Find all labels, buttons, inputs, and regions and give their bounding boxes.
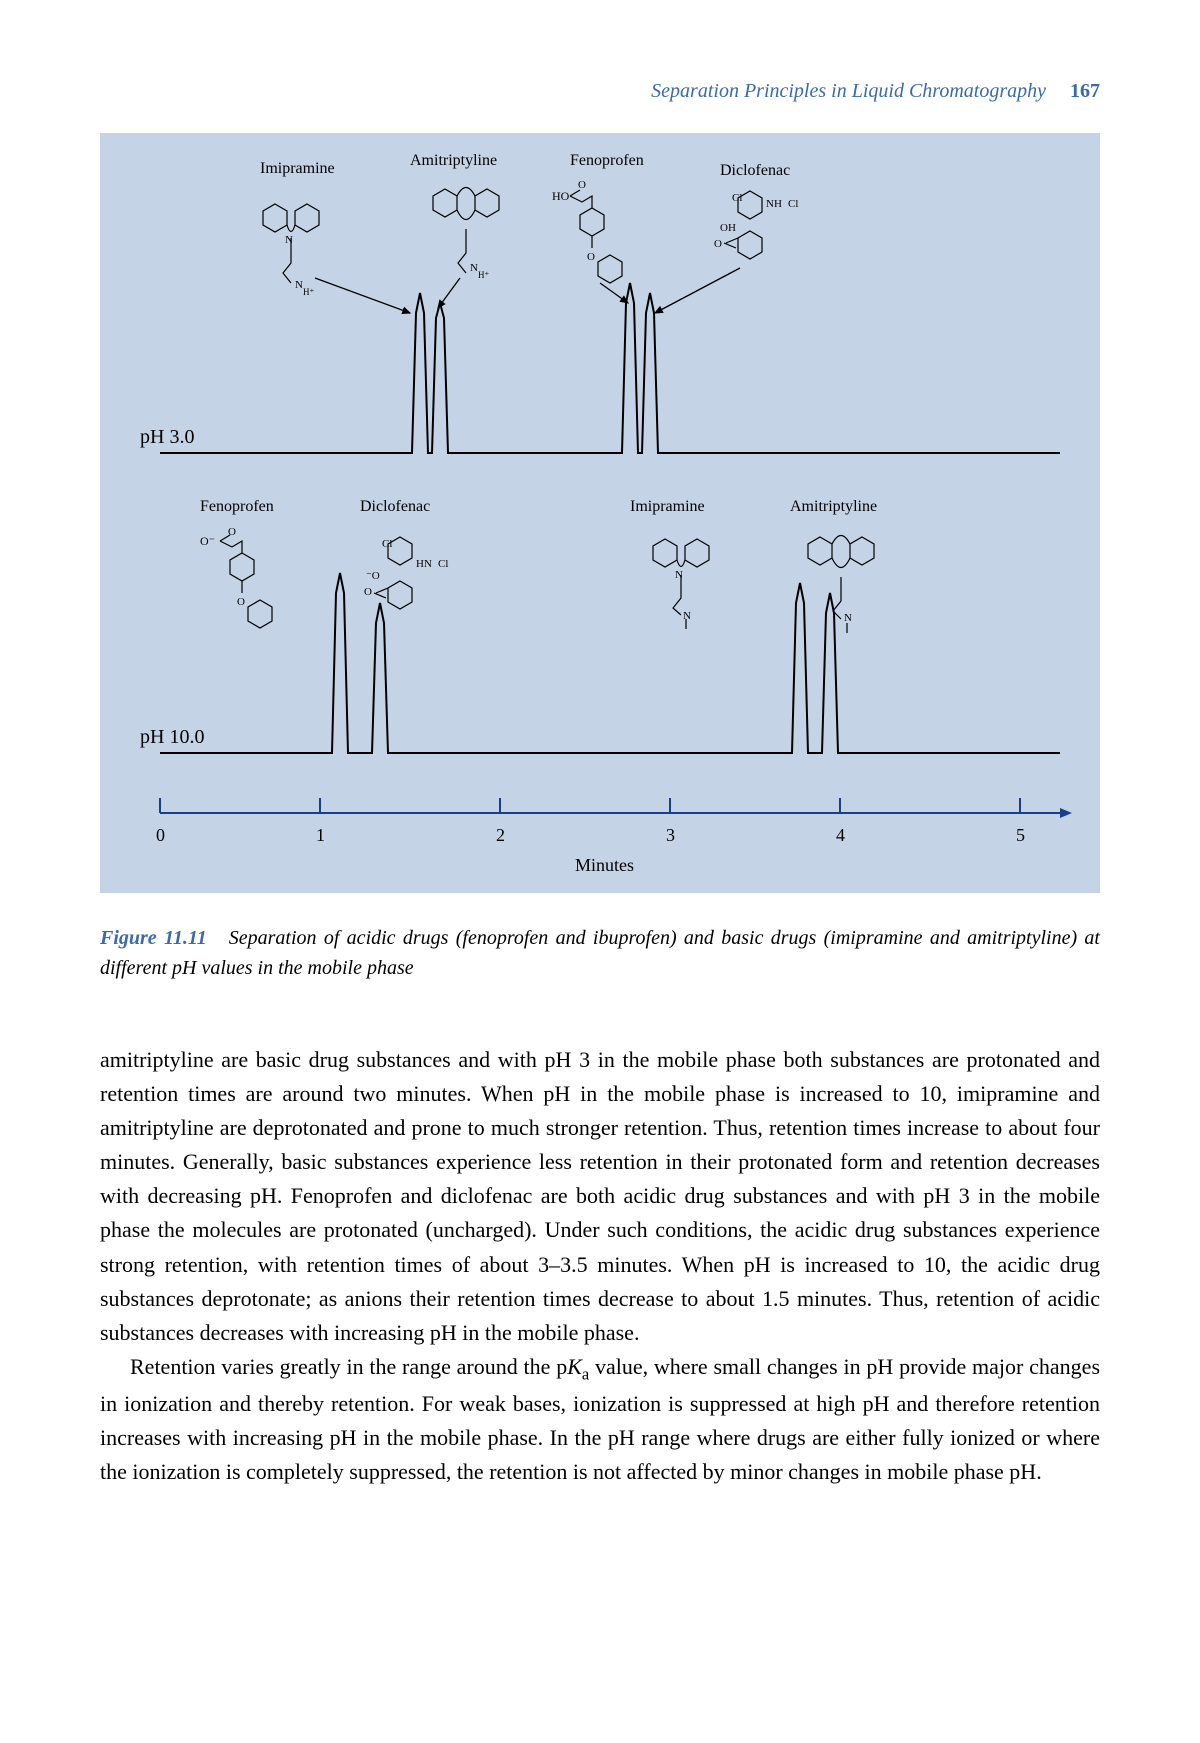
- svg-text:H⁺: H⁺: [478, 270, 489, 280]
- arrow-amitriptyline-top: [438, 278, 460, 308]
- svg-text:O: O: [237, 596, 245, 608]
- caption-label: Figure 11.11: [100, 927, 207, 949]
- ph-label-top: pH 3.0: [140, 426, 194, 448]
- svg-text:O: O: [364, 586, 372, 598]
- svg-text:H⁺: H⁺: [303, 287, 314, 297]
- structure-fenoprofen-top: HO O O: [552, 179, 622, 283]
- svg-text:O: O: [228, 526, 236, 538]
- label-fenoprofen-bottom: Fenoprofen: [200, 498, 274, 515]
- svg-text:⁻O: ⁻O: [366, 570, 380, 582]
- x-axis-ticks: 0 1 2 3 4 5: [156, 798, 1025, 845]
- label-amitriptyline-top: Amitriptyline: [410, 152, 497, 169]
- structure-fenoprofen-bottom: O⁻ O O: [200, 526, 272, 628]
- chapter-title: Separation Principles in Liquid Chromato…: [651, 80, 1046, 102]
- body-paragraph-1: amitriptyline are basic drug substances …: [100, 1043, 1100, 1350]
- svg-text:O: O: [714, 238, 722, 250]
- svg-text:Cl: Cl: [382, 538, 392, 550]
- svg-text:N: N: [470, 262, 478, 274]
- svg-text:O: O: [587, 251, 595, 263]
- label-imipramine-top: Imipramine: [260, 160, 335, 177]
- structure-amitriptyline-top: N H⁺: [433, 188, 499, 281]
- svg-text:HN: HN: [416, 558, 432, 570]
- arrow-diclofenac-top: [655, 268, 740, 313]
- x-axis-arrowhead: [1060, 808, 1072, 818]
- chromatogram-ph3: [160, 283, 1060, 453]
- svg-text:N: N: [683, 610, 691, 622]
- svg-text:O⁻: O⁻: [200, 534, 215, 548]
- structure-diclofenac-bottom: Cl HN Cl ⁻O O: [364, 537, 448, 609]
- svg-text:N: N: [844, 612, 852, 624]
- svg-text:Cl: Cl: [438, 558, 448, 570]
- arrow-imipramine-top: [315, 278, 410, 313]
- chromatogram-svg: pH 3.0 Imipramine Amitriptyline Fenoprof…: [100, 133, 1100, 893]
- svg-text:OH: OH: [720, 222, 736, 234]
- svg-text:NH: NH: [766, 198, 782, 210]
- body-paragraph-2: Retention varies greatly in the range ar…: [100, 1350, 1100, 1489]
- ph-label-bottom: pH 10.0: [140, 726, 204, 748]
- structure-imipramine-bottom: N N: [653, 539, 709, 629]
- label-diclofenac-bottom: Diclofenac: [360, 498, 430, 515]
- svg-text:N: N: [285, 234, 293, 246]
- chromatogram-ph10: [160, 573, 1060, 753]
- svg-text:2: 2: [496, 825, 505, 845]
- label-amitriptyline-bottom: Amitriptyline: [790, 498, 877, 515]
- svg-text:Cl: Cl: [788, 198, 798, 210]
- svg-text:0: 0: [156, 825, 165, 845]
- svg-text:N: N: [295, 279, 303, 291]
- arrow-fenoprofen-top: [600, 283, 628, 303]
- structure-amitriptyline-bottom: N: [808, 536, 874, 634]
- figure-11-11: pH 3.0 Imipramine Amitriptyline Fenoprof…: [100, 133, 1100, 893]
- svg-text:N: N: [675, 569, 683, 581]
- label-imipramine-bottom: Imipramine: [630, 498, 705, 515]
- caption-text: Separation of acidic drugs (fenoprofen a…: [100, 927, 1100, 979]
- page-header: Separation Principles in Liquid Chromato…: [100, 80, 1100, 103]
- figure-caption: Figure 11.11 Separation of acidic drugs …: [100, 923, 1100, 983]
- svg-text:O: O: [578, 179, 586, 191]
- svg-text:HO: HO: [552, 189, 570, 203]
- pka-symbol: Ka: [567, 1354, 589, 1379]
- svg-text:4: 4: [836, 825, 845, 845]
- x-axis-label: Minutes: [575, 855, 634, 875]
- structure-imipramine-top: N H⁺ N: [263, 204, 319, 297]
- svg-text:Cl: Cl: [732, 192, 742, 204]
- svg-text:5: 5: [1016, 825, 1025, 845]
- page-number: 167: [1070, 80, 1100, 102]
- label-fenoprofen-top: Fenoprofen: [570, 152, 644, 169]
- svg-text:3: 3: [666, 825, 675, 845]
- structure-diclofenac-top: Cl NH Cl OH O: [714, 191, 798, 259]
- svg-text:1: 1: [316, 825, 325, 845]
- label-diclofenac-top: Diclofenac: [720, 162, 790, 179]
